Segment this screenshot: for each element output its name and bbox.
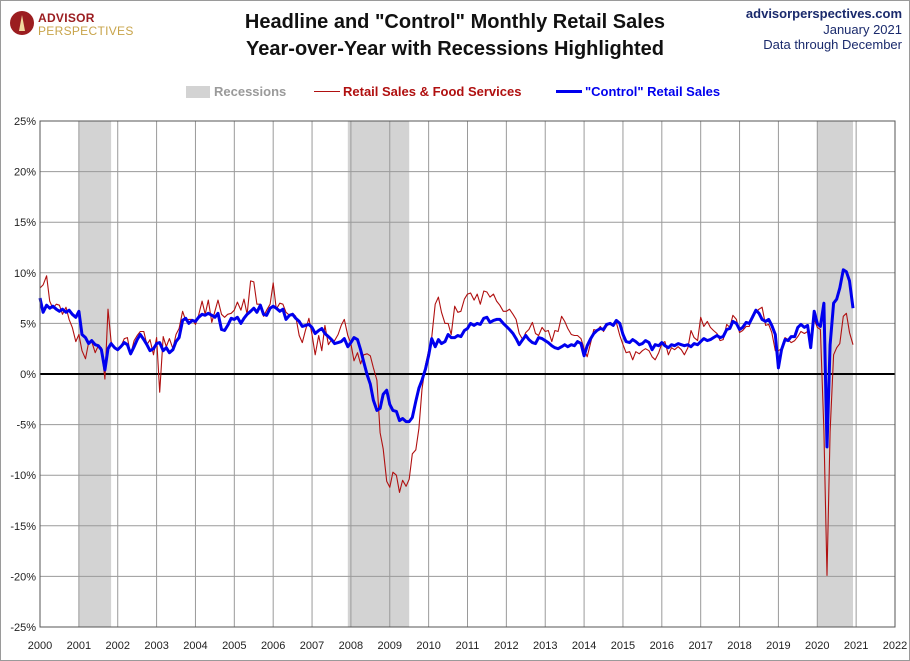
y-tick-label-8: -15%	[10, 521, 36, 533]
y-tick-label-0: 25%	[14, 116, 36, 128]
legend-label-recessions: Recessions	[214, 84, 287, 99]
y-tick-label-2: 15%	[14, 217, 36, 229]
x-tick-label-2003: 2003	[144, 640, 168, 652]
legend-swatch-recessions	[186, 86, 210, 98]
x-tick-label-2016: 2016	[650, 640, 674, 652]
chart-title-line2: Year-over-Year with Recessions Highlight…	[246, 38, 664, 60]
legend-label-control: "Control" Retail Sales	[585, 84, 721, 99]
x-tick-label-2006: 2006	[261, 640, 285, 652]
x-tick-label-2001: 2001	[67, 640, 91, 652]
x-tick-label-2017: 2017	[688, 640, 712, 652]
source-date: January 2021	[823, 22, 902, 37]
x-tick-label-2013: 2013	[533, 640, 557, 652]
x-tick-label-2015: 2015	[611, 640, 635, 652]
y-tick-label-1: 20%	[14, 167, 36, 179]
y-tick-label-9: -20%	[10, 571, 36, 583]
logo-text-line2: PERSPECTIVES	[38, 24, 134, 38]
x-tick-label-2010: 2010	[416, 640, 440, 652]
source-site: advisorperspectives.com	[745, 6, 902, 21]
legend-swatch-headline	[314, 91, 340, 92]
x-tick-label-2018: 2018	[727, 640, 751, 652]
series-line-control	[38, 268, 855, 449]
x-tick-label-2019: 2019	[766, 640, 790, 652]
legend-label-headline: Retail Sales & Food Services	[343, 84, 522, 99]
x-tick-label-2020: 2020	[805, 640, 829, 652]
x-tick-label-2005: 2005	[222, 640, 246, 652]
x-tick-label-2008: 2008	[339, 640, 363, 652]
y-tick-label-3: 10%	[14, 268, 36, 280]
plot-border	[39, 120, 896, 628]
advisor-perspectives-logo: ADVISOR PERSPECTIVES	[10, 9, 150, 39]
legend: Recessions Retail Sales & Food Services …	[0, 84, 910, 100]
y-tick-label-7: -10%	[10, 470, 36, 482]
x-tick-label-2021: 2021	[844, 640, 868, 652]
x-tick-label-2022: 2022	[883, 640, 907, 652]
x-tick-label-2000: 2000	[28, 640, 52, 652]
x-tick-label-2002: 2002	[105, 640, 129, 652]
compass-icon	[10, 11, 34, 35]
y-tick-label-4: 5%	[20, 318, 36, 330]
logo-text-line1: ADVISOR	[38, 11, 95, 25]
legend-swatch-control	[556, 90, 582, 93]
x-tick-label-2011: 2011	[456, 640, 480, 652]
x-tick-label-2007: 2007	[300, 640, 324, 652]
source-note: Data through December	[763, 37, 902, 52]
y-tick-label-5: 0%	[20, 369, 36, 381]
x-tick-label-2012: 2012	[494, 640, 518, 652]
y-tick-label-10: -25%	[10, 622, 36, 634]
chart-title-line1: Headline and "Control" Monthly Retail Sa…	[244, 11, 666, 33]
x-tick-label-2014: 2014	[572, 640, 596, 652]
y-tick-label-6: -5%	[16, 420, 36, 432]
x-tick-label-2009: 2009	[378, 640, 402, 652]
x-tick-label-2004: 2004	[183, 640, 207, 652]
